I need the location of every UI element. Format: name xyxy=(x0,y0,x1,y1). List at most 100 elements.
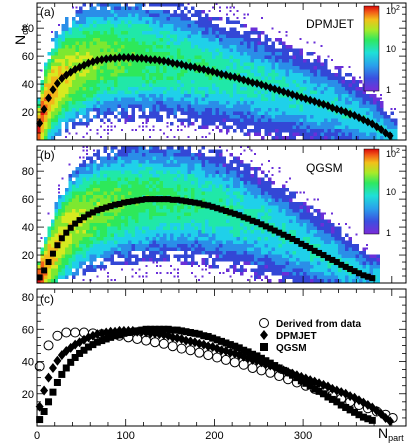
heat-cell xyxy=(51,66,55,70)
heat-cell xyxy=(135,73,139,77)
heat-cell xyxy=(128,97,132,101)
heat-cell xyxy=(75,108,79,112)
heat-cell xyxy=(58,251,62,255)
heat-cell xyxy=(110,156,114,160)
heat-cell xyxy=(180,118,184,122)
heat-cell xyxy=(233,209,237,213)
heat-cell xyxy=(208,38,212,42)
heat-cell xyxy=(131,90,135,94)
heat-cell xyxy=(163,188,167,192)
heat-cell xyxy=(117,34,121,38)
heat-cell xyxy=(212,247,216,251)
heat-cell xyxy=(268,108,272,112)
heat-cell xyxy=(72,115,76,119)
heat-cell xyxy=(82,31,86,35)
heat-cell xyxy=(191,170,195,174)
heat-cell xyxy=(247,167,251,171)
heat-cell xyxy=(226,181,230,185)
heat-cell xyxy=(369,132,373,136)
heat-cell xyxy=(114,146,118,150)
heat-cell xyxy=(240,198,244,202)
heat-cell xyxy=(187,10,191,14)
heat-cell xyxy=(338,76,342,80)
heat-cell xyxy=(194,118,198,122)
heat-cell xyxy=(156,251,160,255)
heat-cell xyxy=(138,191,142,195)
heat-cell xyxy=(79,41,83,45)
heat-cell xyxy=(110,226,114,230)
heat-cell xyxy=(226,45,230,49)
heat-cell xyxy=(54,265,58,269)
heat-cell xyxy=(271,129,275,133)
heat-cell xyxy=(65,205,69,209)
heat-cell xyxy=(138,177,142,181)
heat-cell xyxy=(366,101,370,105)
heat-cell xyxy=(65,254,69,258)
heat-cell xyxy=(292,108,296,112)
heat-cell xyxy=(124,212,128,216)
heat-cell xyxy=(142,247,146,251)
heat-cell xyxy=(163,156,167,160)
heat-cell xyxy=(93,216,97,220)
heat-cell xyxy=(320,80,324,84)
heat-cell xyxy=(362,90,366,94)
heat-cell xyxy=(68,104,72,108)
heat-cell xyxy=(296,69,300,73)
heat-cell xyxy=(257,38,261,42)
heat-cell xyxy=(261,69,265,73)
heat-cell xyxy=(117,73,121,77)
heat-cell xyxy=(170,104,174,108)
heat-cell xyxy=(219,177,223,181)
heat-cell xyxy=(254,230,258,234)
heat-cell xyxy=(166,73,170,77)
heat-cell xyxy=(61,87,65,91)
heat-cell xyxy=(327,76,331,80)
heat-cell xyxy=(257,195,261,199)
heat-cell xyxy=(131,111,135,115)
mean-marker-diamond xyxy=(182,61,190,71)
heat-cell xyxy=(355,87,359,91)
heat-cell xyxy=(191,108,195,112)
heat-cell xyxy=(247,184,251,188)
heat-cell xyxy=(86,247,90,251)
heat-cell xyxy=(268,38,272,42)
heat-cell xyxy=(254,111,258,115)
heat-cell xyxy=(75,24,79,28)
heat-cell xyxy=(250,48,254,52)
heat-cell xyxy=(296,87,300,91)
heat-cell xyxy=(103,258,107,262)
heat-cell xyxy=(128,118,132,122)
heat-cell xyxy=(166,31,170,35)
mean-marker-diamond xyxy=(160,56,168,66)
heat-cell xyxy=(278,69,282,73)
heat-cell xyxy=(44,97,48,101)
heat-cell xyxy=(236,38,240,42)
heat-cell xyxy=(103,244,107,248)
heat-cell xyxy=(142,167,146,171)
heat-cell xyxy=(86,205,90,209)
heat-cell xyxy=(156,272,158,274)
heat-cell xyxy=(110,52,114,56)
heat-cell xyxy=(198,104,202,108)
heat-cell xyxy=(89,24,93,28)
heat-cell xyxy=(166,209,170,213)
heat-cell xyxy=(173,167,177,171)
heat-cell xyxy=(145,62,149,66)
heat-cell xyxy=(173,34,177,38)
heat-cell xyxy=(177,160,181,164)
heat-cell xyxy=(152,66,156,70)
heat-cell xyxy=(222,69,226,73)
heat-cell xyxy=(128,216,132,220)
heat-cell xyxy=(250,149,253,152)
heat-cell xyxy=(65,20,69,24)
heat-cell xyxy=(117,6,121,10)
heat-cell xyxy=(222,31,226,35)
heat-cell xyxy=(100,87,104,91)
heat-cell xyxy=(145,41,149,45)
heat-cell xyxy=(166,80,170,84)
heat-cell xyxy=(247,13,249,16)
heat-cell xyxy=(86,69,90,73)
heat-cell xyxy=(390,118,394,122)
heat-cell xyxy=(51,80,55,84)
heat-cell xyxy=(166,188,170,192)
